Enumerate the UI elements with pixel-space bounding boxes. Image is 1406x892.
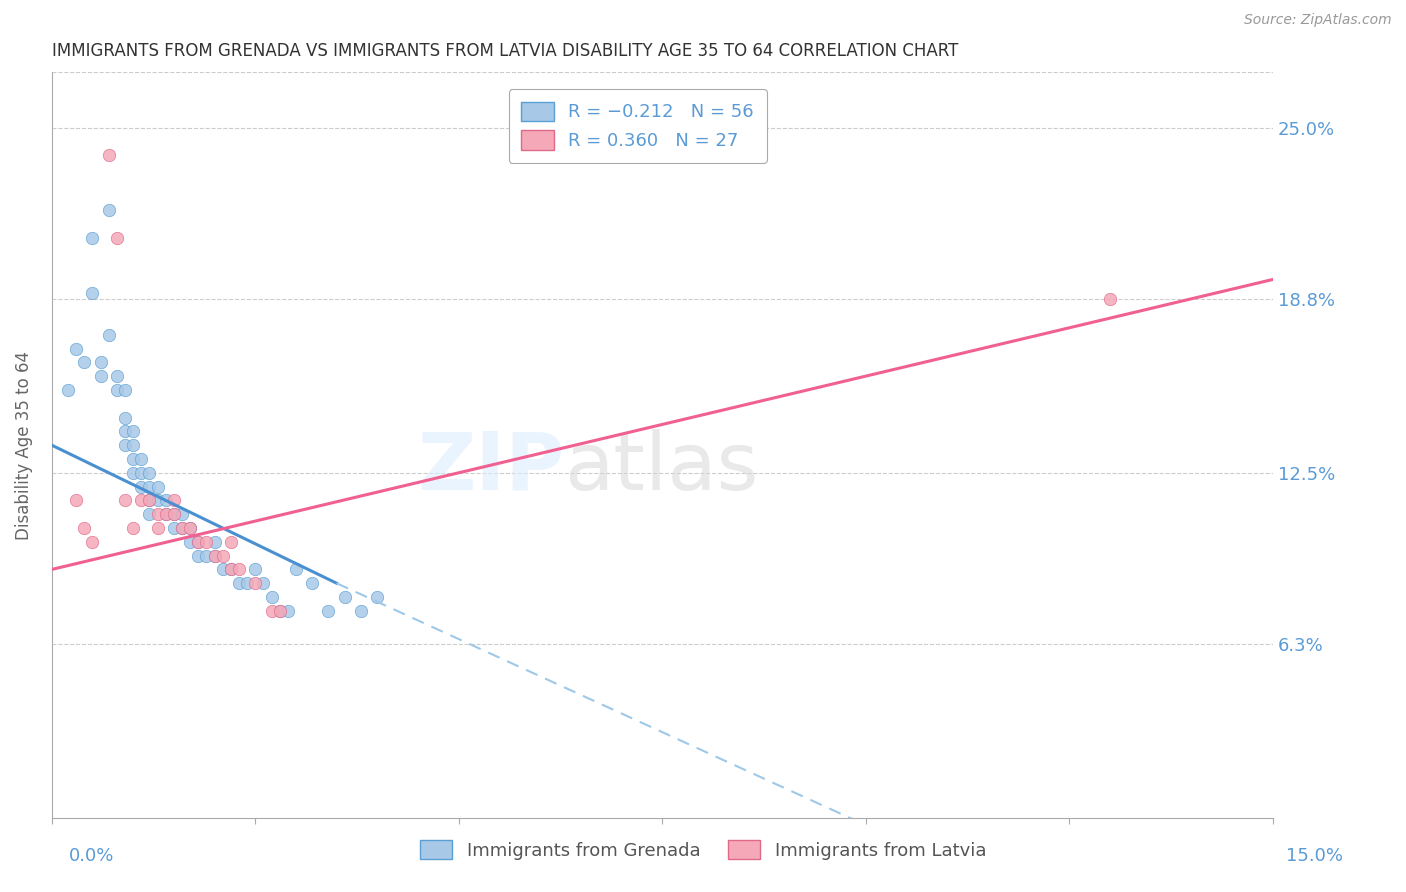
Point — [114, 438, 136, 452]
Point — [114, 383, 136, 397]
Point — [155, 493, 177, 508]
Point — [301, 576, 323, 591]
Point — [252, 576, 274, 591]
Point — [219, 562, 242, 576]
Point — [73, 355, 96, 369]
Point — [105, 369, 128, 384]
Point — [163, 507, 186, 521]
Point — [122, 425, 145, 439]
Point — [138, 493, 160, 508]
Text: IMMIGRANTS FROM GRENADA VS IMMIGRANTS FROM LATVIA DISABILITY AGE 35 TO 64 CORREL: IMMIGRANTS FROM GRENADA VS IMMIGRANTS FR… — [52, 42, 957, 60]
Point — [204, 549, 226, 563]
Point — [195, 549, 218, 563]
Text: 0.0%: 0.0% — [69, 847, 114, 865]
Point — [138, 466, 160, 480]
Point — [170, 521, 193, 535]
Point — [366, 590, 388, 604]
Point — [82, 534, 104, 549]
Point — [245, 562, 267, 576]
Point — [163, 521, 186, 535]
Point — [146, 480, 169, 494]
Point — [146, 507, 169, 521]
Point — [129, 452, 152, 467]
Point — [187, 534, 209, 549]
Text: ZIP: ZIP — [418, 428, 565, 507]
Point — [260, 590, 283, 604]
Point — [170, 521, 193, 535]
Point — [228, 562, 250, 576]
Point — [260, 604, 283, 618]
Point — [155, 507, 177, 521]
Point — [219, 562, 242, 576]
Point — [105, 383, 128, 397]
Point — [187, 549, 209, 563]
Point — [138, 480, 160, 494]
Point — [146, 493, 169, 508]
Legend: Immigrants from Grenada, Immigrants from Latvia: Immigrants from Grenada, Immigrants from… — [413, 833, 993, 867]
Point — [204, 534, 226, 549]
Text: atlas: atlas — [565, 428, 759, 507]
Point — [97, 203, 120, 218]
Point — [195, 534, 218, 549]
Point — [318, 604, 340, 618]
Point — [211, 562, 233, 576]
Point — [82, 231, 104, 245]
Point — [179, 521, 201, 535]
Point — [105, 231, 128, 245]
Point — [114, 410, 136, 425]
Point — [138, 493, 160, 508]
Point — [122, 452, 145, 467]
Point — [211, 549, 233, 563]
Point — [138, 507, 160, 521]
Point — [155, 507, 177, 521]
Point — [228, 576, 250, 591]
Point — [1098, 292, 1121, 306]
Point — [73, 521, 96, 535]
Point — [65, 342, 87, 356]
Point — [245, 576, 267, 591]
Point — [122, 521, 145, 535]
Point — [65, 493, 87, 508]
Point — [284, 562, 307, 576]
Point — [269, 604, 291, 618]
Text: Source: ZipAtlas.com: Source: ZipAtlas.com — [1244, 13, 1392, 28]
Legend: R = −0.212   N = 56, R = 0.360   N = 27: R = −0.212 N = 56, R = 0.360 N = 27 — [509, 89, 766, 163]
Point — [122, 466, 145, 480]
Point — [163, 493, 186, 508]
Point — [179, 534, 201, 549]
Point — [146, 521, 169, 535]
Point — [204, 549, 226, 563]
Text: 15.0%: 15.0% — [1286, 847, 1343, 865]
Point — [269, 604, 291, 618]
Point — [163, 507, 186, 521]
Point — [187, 534, 209, 549]
Point — [129, 480, 152, 494]
Point — [97, 327, 120, 342]
Point — [236, 576, 259, 591]
Point — [277, 604, 299, 618]
Point — [97, 148, 120, 162]
Point — [129, 493, 152, 508]
Y-axis label: Disability Age 35 to 64: Disability Age 35 to 64 — [15, 351, 32, 540]
Point — [114, 425, 136, 439]
Point — [82, 286, 104, 301]
Point — [333, 590, 356, 604]
Point — [350, 604, 373, 618]
Point — [90, 355, 112, 369]
Point — [90, 369, 112, 384]
Point — [170, 507, 193, 521]
Point — [114, 493, 136, 508]
Point — [56, 383, 79, 397]
Point — [219, 534, 242, 549]
Point — [122, 438, 145, 452]
Point — [129, 466, 152, 480]
Point — [179, 521, 201, 535]
